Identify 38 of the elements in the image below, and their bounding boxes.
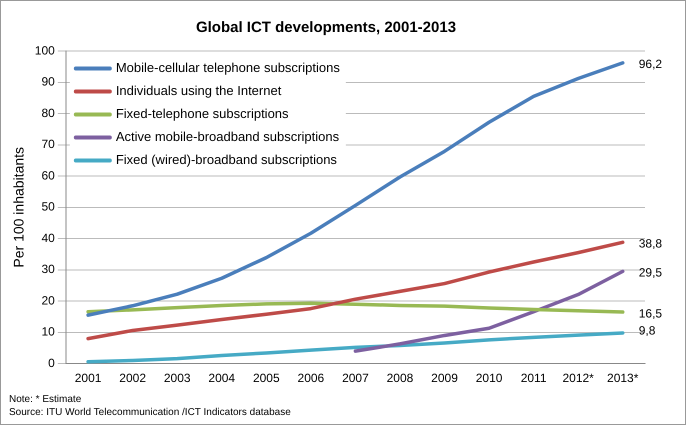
data-label: 38,8 bbox=[638, 236, 662, 251]
legend-label: Fixed (wired)-broadband subscriptions bbox=[116, 152, 338, 168]
legend-label: Mobile-cellular telephone subscriptions bbox=[116, 60, 340, 76]
legend-label: Individuals using the Internet bbox=[116, 83, 282, 98]
source-note: Source: ITU World Telecommunication /ICT Indicators database bbox=[9, 406, 291, 419]
x-tick-label: 2009 bbox=[431, 371, 458, 386]
x-tick-label: 2005 bbox=[252, 371, 280, 386]
data-label: 96,2 bbox=[638, 57, 662, 72]
y-tick-label: 60 bbox=[41, 168, 56, 182]
legend-label: Fixed-telephone subscriptions bbox=[116, 106, 290, 122]
x-tick-label: 2007 bbox=[342, 371, 370, 386]
text: Note: * Estimate bbox=[9, 393, 82, 406]
x-tick-label: 2010 bbox=[476, 371, 503, 386]
data-label: 9,8 bbox=[638, 323, 656, 338]
data-label: 16,5 bbox=[638, 306, 662, 320]
y-tick-label: 20 bbox=[41, 293, 56, 308]
x-tick-label: 2012* bbox=[562, 371, 594, 386]
x-tick-label: 2003 bbox=[164, 371, 191, 386]
x-tick-label: 2008 bbox=[386, 371, 414, 386]
y-tick-label: 30 bbox=[41, 262, 56, 276]
legend-label: Active mobile-broadband subscriptions bbox=[116, 129, 340, 144]
y-axis-title: Per 100 inhabitants bbox=[10, 146, 26, 268]
x-tick-label: 2001 bbox=[74, 371, 102, 386]
y-tick-label: 80 bbox=[41, 106, 56, 120]
x-tick-label: 2013* bbox=[607, 371, 639, 386]
x-tick-label: 2004 bbox=[208, 371, 236, 386]
y-tick-label: 70 bbox=[41, 137, 56, 152]
y-tick-label: 50 bbox=[41, 200, 56, 214]
x-tick-label: 2002 bbox=[119, 371, 146, 386]
y-tick-label: 90 bbox=[41, 74, 56, 89]
y-tick-label: 40 bbox=[41, 230, 56, 245]
y-tick-label: 10 bbox=[41, 324, 56, 339]
chart-title: Global ICT developments, 2001-2013 bbox=[196, 19, 456, 36]
x-tick-label: 2011 bbox=[520, 371, 547, 386]
y-tick-label: 100 bbox=[34, 43, 56, 58]
y-tick-label: 0 bbox=[48, 356, 56, 370]
x-tick-label: 2006 bbox=[298, 371, 325, 386]
data-label: 29,5 bbox=[638, 266, 662, 280]
